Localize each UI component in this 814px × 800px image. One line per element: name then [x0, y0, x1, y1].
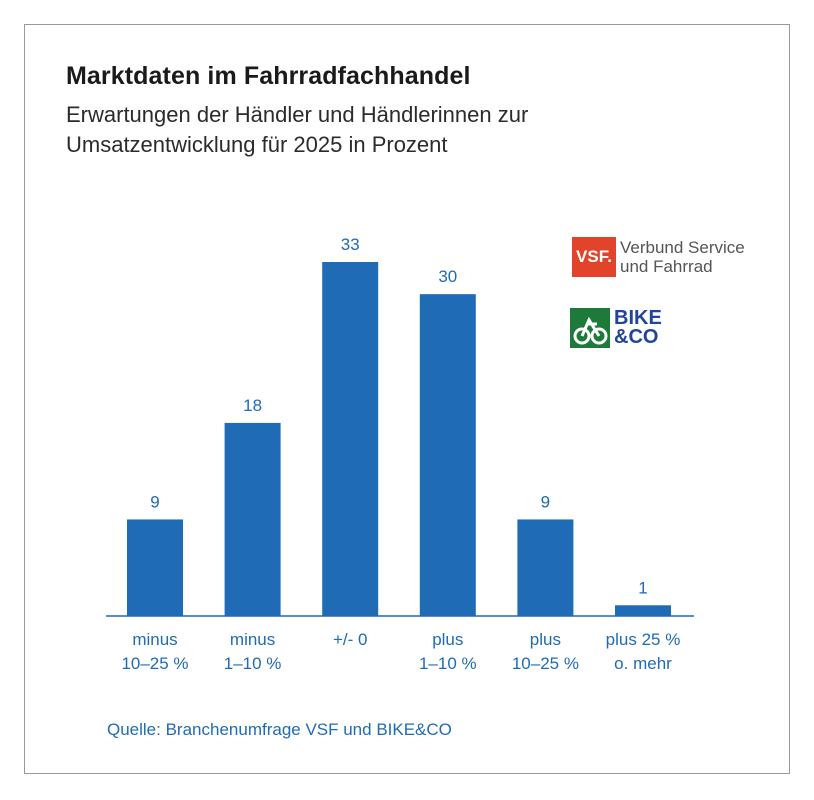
data-label-1: 18 [243, 396, 262, 415]
category-label-5-line-0: plus 25 % [606, 630, 681, 649]
category-label-2-line-0: +/- 0 [333, 630, 368, 649]
subtitle-line-2: Umsatzentwicklung für 2025 in Prozent [66, 132, 448, 157]
chart-source: Quelle: Branchenumfrage VSF und BIKE&CO [107, 720, 452, 739]
bike-co-logo-icon [570, 308, 610, 348]
vsf-logo-line-1: Verbund Service [620, 238, 745, 257]
data-label-2: 33 [341, 235, 360, 254]
category-label-3-line-0: plus [432, 630, 463, 649]
category-label-4-line-0: plus [530, 630, 561, 649]
data-label-5: 1 [638, 578, 647, 597]
category-label-1-line-0: minus [230, 630, 275, 649]
bar-4 [517, 519, 574, 616]
category-label-3-line-1: 1–10 % [419, 654, 477, 673]
vsf-logo-line-2: und Fahrrad [620, 257, 713, 276]
chart-title: Marktdaten im Fahrradfachhandel [66, 62, 471, 90]
category-label-0-line-1: 10–25 % [121, 654, 188, 673]
chart-subtitle: Erwartungen der Händler und Händlerinnen… [66, 100, 666, 160]
category-label-5-line-1: o. mehr [614, 654, 672, 673]
bike-co-logo-line-2: &CO [614, 326, 659, 348]
data-label-0: 9 [150, 492, 159, 511]
vsf-logo-text: Verbund Service und Fahrrad [620, 238, 745, 276]
bike-co-logo: BIKE &CO [570, 308, 662, 348]
category-label-0-line-0: minus [132, 630, 177, 649]
category-label-1-line-1: 1–10 % [224, 654, 282, 673]
bike-co-logo-line-1: BIKE [614, 307, 662, 329]
vsf-logo-mark: VSF. [572, 237, 616, 277]
bar-1 [224, 422, 281, 616]
vsf-logo: VSF. Verbund Service und Fahrrad [572, 237, 745, 277]
bar-0 [127, 519, 183, 616]
subtitle-line-1: Erwartungen der Händler und Händlerinnen… [66, 102, 529, 127]
bar-5 [615, 605, 671, 616]
data-label-3: 30 [438, 267, 457, 286]
bar-3 [419, 294, 476, 616]
bar-2 [322, 262, 379, 616]
chart-frame [24, 24, 790, 774]
bike-co-logo-text: BIKE &CO [614, 307, 662, 348]
category-label-4-line-1: 10–25 % [512, 654, 579, 673]
data-label-4: 9 [541, 492, 550, 511]
